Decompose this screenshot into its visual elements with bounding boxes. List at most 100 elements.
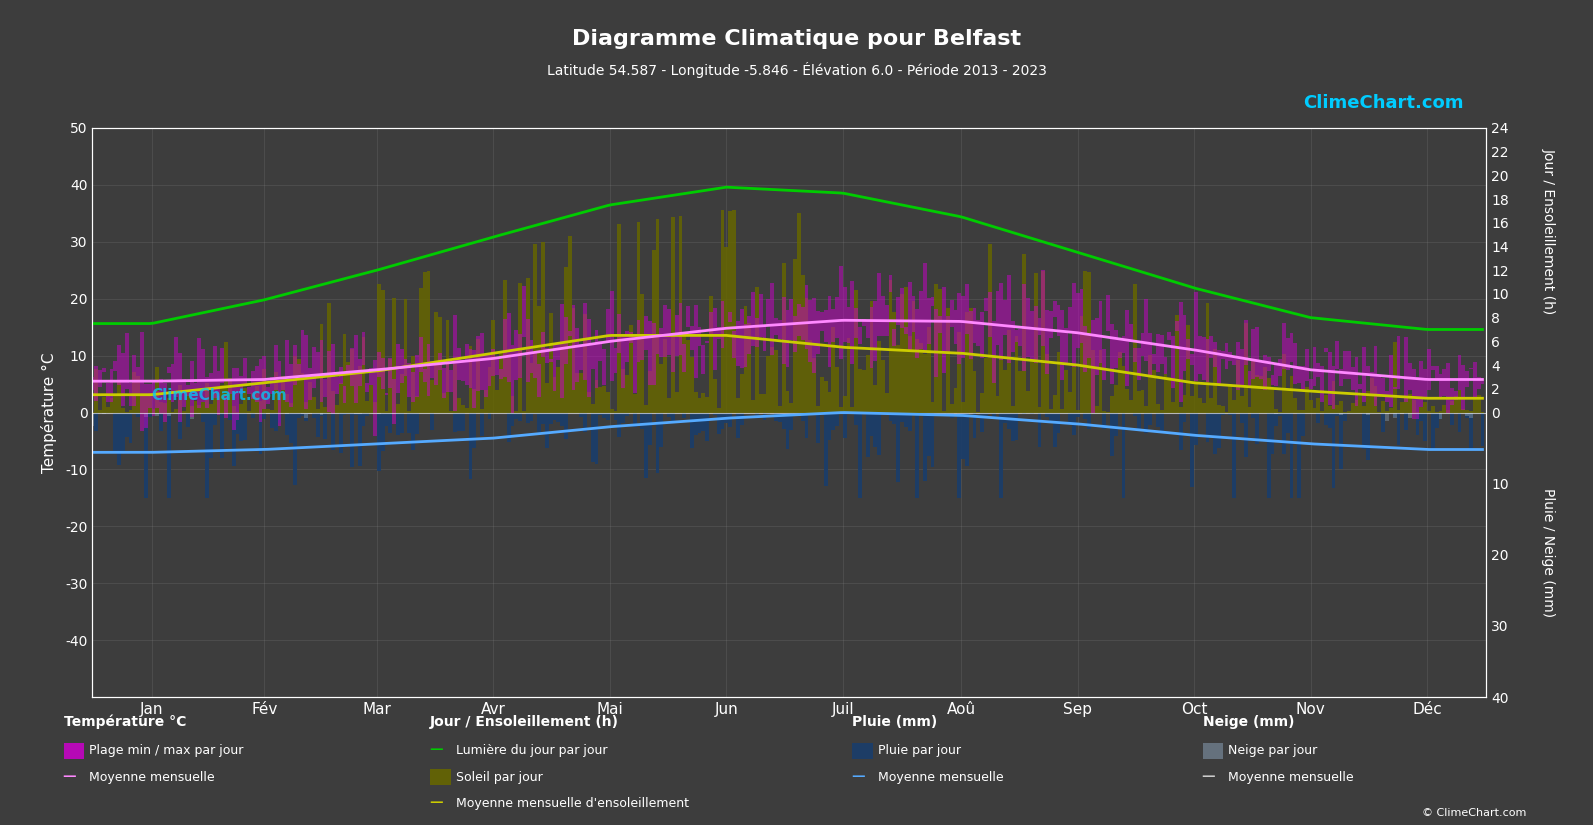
Bar	[201, 403, 205, 412]
Bar	[457, 348, 460, 380]
Bar	[897, 346, 900, 412]
Bar	[679, 216, 682, 412]
Bar	[1129, 323, 1133, 342]
Bar	[774, 350, 777, 412]
Bar	[1034, 306, 1037, 363]
Bar	[1086, 335, 1091, 358]
Bar	[484, 390, 487, 412]
Bar	[605, 309, 610, 342]
Bar	[908, 412, 911, 431]
Bar	[1171, 336, 1176, 389]
Bar	[1316, 412, 1321, 413]
Bar	[892, 313, 897, 412]
Text: Jour / Ensoleillement (h): Jour / Ensoleillement (h)	[1542, 148, 1555, 314]
Bar	[1209, 336, 1214, 358]
Bar	[1182, 395, 1187, 412]
Bar	[422, 370, 427, 382]
Bar	[358, 359, 362, 385]
Bar	[269, 412, 274, 428]
Bar	[1373, 346, 1378, 406]
Bar	[186, 384, 190, 396]
Bar	[236, 368, 239, 420]
Bar	[354, 412, 358, 415]
Bar	[618, 412, 621, 437]
Bar	[720, 210, 725, 412]
Bar	[1209, 412, 1214, 436]
Bar	[148, 384, 151, 408]
Bar	[1423, 369, 1427, 399]
Bar	[701, 345, 706, 374]
Bar	[640, 412, 644, 429]
Bar	[1403, 337, 1408, 402]
Bar	[927, 328, 930, 412]
Bar	[739, 375, 744, 412]
Bar	[1023, 284, 1026, 371]
Bar	[1129, 400, 1133, 412]
Bar	[209, 374, 213, 390]
Bar	[941, 287, 946, 373]
Bar	[1031, 412, 1034, 414]
Bar	[132, 412, 137, 414]
Bar	[1450, 388, 1454, 405]
Bar	[285, 394, 288, 412]
Bar	[1239, 396, 1244, 412]
Bar	[785, 309, 790, 367]
Bar	[255, 366, 258, 402]
Bar	[91, 412, 94, 426]
Bar	[804, 285, 808, 349]
Bar	[816, 310, 820, 354]
Bar	[1141, 332, 1144, 356]
Bar	[903, 287, 908, 412]
Bar	[572, 308, 575, 412]
Bar	[1198, 398, 1201, 412]
Bar	[446, 320, 449, 412]
Bar	[969, 309, 973, 412]
Bar	[186, 412, 190, 427]
Bar	[1282, 412, 1286, 454]
Bar	[518, 334, 523, 379]
Bar	[892, 412, 897, 423]
Text: Pluie / Neige (mm): Pluie / Neige (mm)	[1542, 488, 1555, 617]
Bar	[843, 412, 846, 438]
Bar	[422, 272, 427, 412]
Bar	[771, 283, 774, 355]
Bar	[613, 347, 618, 373]
Bar	[790, 412, 793, 430]
Bar	[529, 364, 534, 412]
Bar	[1340, 412, 1343, 414]
Bar	[961, 402, 965, 412]
Bar	[370, 385, 373, 412]
Bar	[304, 402, 307, 412]
Bar	[698, 412, 701, 433]
Bar	[758, 394, 763, 412]
Bar	[1007, 276, 1012, 363]
Bar	[408, 411, 411, 412]
Bar	[980, 312, 984, 358]
Bar	[1438, 375, 1442, 398]
Bar	[1274, 412, 1278, 413]
Bar	[1392, 387, 1397, 389]
Bar	[408, 363, 411, 398]
Bar	[1474, 362, 1477, 398]
Bar	[1263, 366, 1266, 412]
Bar	[663, 305, 667, 357]
Bar	[548, 314, 553, 412]
Bar	[277, 412, 282, 423]
Bar	[946, 316, 949, 353]
Bar	[507, 314, 511, 382]
Bar	[1427, 411, 1431, 412]
Bar	[736, 412, 739, 438]
Bar	[430, 412, 435, 430]
Bar	[854, 309, 859, 338]
Bar	[151, 409, 156, 412]
Bar	[922, 412, 927, 481]
Bar	[515, 412, 518, 419]
Bar	[1408, 363, 1411, 390]
Bar	[476, 339, 479, 412]
Bar	[1176, 315, 1179, 412]
Bar	[1228, 384, 1233, 412]
Bar	[1354, 400, 1359, 412]
Bar	[378, 284, 381, 412]
Bar	[190, 406, 194, 412]
Bar	[1282, 354, 1286, 412]
